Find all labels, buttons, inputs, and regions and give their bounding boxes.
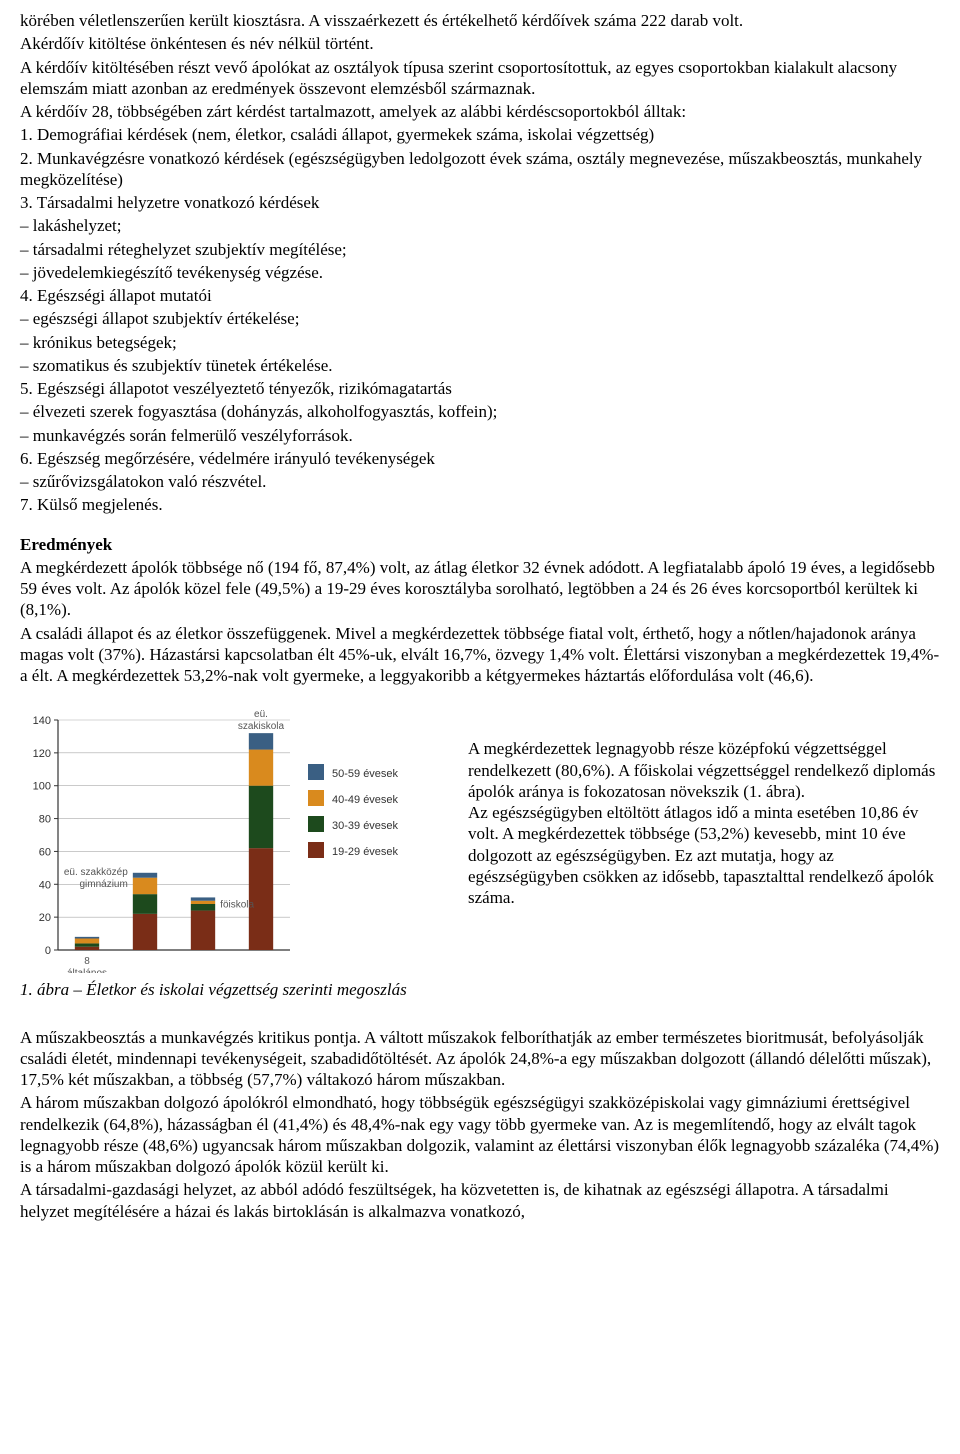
tail-p2: A három műszakban dolgozó ápolókról elmo…	[20, 1092, 940, 1177]
svg-text:19-29 évesek: 19-29 évesek	[332, 846, 399, 858]
svg-text:60: 60	[39, 847, 51, 859]
svg-text:0: 0	[45, 945, 51, 957]
intro-p1a: körében véletlenszerűen került kiosztásr…	[20, 10, 940, 31]
intro-p2: A kérdőív kitöltésében részt vevő ápolók…	[20, 57, 940, 100]
intro-l4a: – egészségi állapot szubjektív értékelés…	[20, 308, 940, 329]
results-p1: A megkérdezett ápolók többsége nő (194 f…	[20, 557, 940, 621]
svg-text:30-39 évesek: 30-39 évesek	[332, 820, 399, 832]
intro-l5a: – élvezeti szerek fogyasztása (dohányzás…	[20, 401, 940, 422]
results-heading: Eredmények	[20, 534, 940, 555]
intro-l4: 4. Egészségi állapot mutatói	[20, 285, 940, 306]
svg-text:20: 20	[39, 912, 51, 924]
intro-l7: 7. Külső megjelenés.	[20, 494, 940, 515]
intro-l5: 5. Egészségi állapotot veszélyeztető tén…	[20, 378, 940, 399]
svg-text:40-49 évesek: 40-49 évesek	[332, 794, 399, 806]
intro-l4b: – krónikus betegségek;	[20, 332, 940, 353]
tail-p3: A társadalmi-gazdasági helyzet, az abból…	[20, 1179, 940, 1222]
svg-text:szakiskola: szakiskola	[238, 721, 285, 732]
svg-text:föiskola: föiskola	[220, 900, 254, 911]
intro-l6a: – szűrővizsgálatokon való részvétel.	[20, 471, 940, 492]
figure-caption: 1. ábra – Életkor és iskolai végzettség …	[20, 979, 450, 1000]
intro-l5b: – munkavégzés során felmerülő veszélyfor…	[20, 425, 940, 446]
svg-text:50-59 évesek: 50-59 évesek	[332, 768, 399, 780]
svg-text:eü. szakközép: eü. szakközép	[64, 867, 128, 878]
intro-l3: 3. Társadalmi helyzetre vonatkozó kérdés…	[20, 192, 940, 213]
svg-text:140: 140	[33, 715, 51, 727]
age-education-chart: 0 20 40 60 80 100 120 140 8általános eü. szakközé…	[20, 708, 435, 973]
svg-text:8: 8	[84, 956, 90, 967]
intro-l3c: – jövedelemkiegészítő tevékenység végzés…	[20, 262, 940, 283]
intro-l3a: – lakáshelyzet;	[20, 215, 940, 236]
results-p2: A családi állapot és az életkor összefüg…	[20, 623, 940, 687]
tail-p1: A műszakbeosztás a munkavégzés kritikus …	[20, 1027, 940, 1091]
intro-l4c: – szomatikus és szubjektív tünetek érték…	[20, 355, 940, 376]
intro-p1b: Akérdőív kitöltése önkéntesen és név nél…	[20, 33, 940, 54]
intro-l1: 1. Demográfiai kérdések (nem, életkor, c…	[20, 124, 940, 145]
svg-text:80: 80	[39, 814, 51, 826]
intro-l2: 2. Munkavégzésre vonatkozó kérdések (egé…	[20, 148, 940, 191]
svg-text:40: 40	[39, 880, 51, 892]
svg-text:100: 100	[33, 781, 51, 793]
figure-side-text: A megkérdezettek legnagyobb része középf…	[468, 738, 940, 908]
svg-text:eü.: eü.	[254, 709, 268, 720]
intro-l3b: – társadalmi réteghelyzet szubjektív meg…	[20, 239, 940, 260]
svg-text:gimnázium: gimnázium	[79, 879, 127, 890]
svg-text:általános: általános	[67, 968, 107, 973]
svg-text:120: 120	[33, 748, 51, 760]
intro-l6: 6. Egészség megőrzésére, védelmére irány…	[20, 448, 940, 469]
intro-p3: A kérdőív 28, többségében zárt kérdést t…	[20, 101, 940, 122]
